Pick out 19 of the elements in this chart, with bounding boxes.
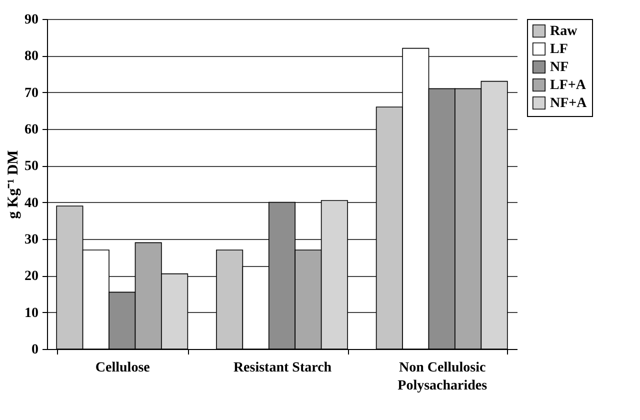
y-tick-label: 20 (24, 269, 38, 284)
legend-label: NF+A (550, 96, 588, 111)
y-tick-label: 0 (32, 342, 38, 358)
x-tick-label: Non Cellulosic Polysacharides (398, 360, 488, 394)
y-tick-label: 80 (24, 49, 38, 64)
y-tick-label: 10 (24, 306, 38, 321)
y-axis-title: g Kg⁻¹ DM (6, 150, 22, 219)
y-tick-label: 90 (24, 12, 38, 28)
x-tick-label: Resistant Starch (233, 360, 332, 376)
legend-label: LF+A (550, 78, 587, 93)
y-tick-label: 70 (24, 86, 38, 101)
legend-label: NF (550, 60, 569, 75)
x-tick-label: Cellulose (95, 360, 150, 376)
legend-label: Raw (550, 24, 578, 39)
y-tick-label: 50 (24, 159, 38, 174)
legend-label: LF (550, 42, 568, 57)
y-tick-label: 30 (24, 232, 38, 248)
y-tick-label: 40 (24, 196, 38, 211)
y-tick-label: 60 (24, 122, 38, 138)
